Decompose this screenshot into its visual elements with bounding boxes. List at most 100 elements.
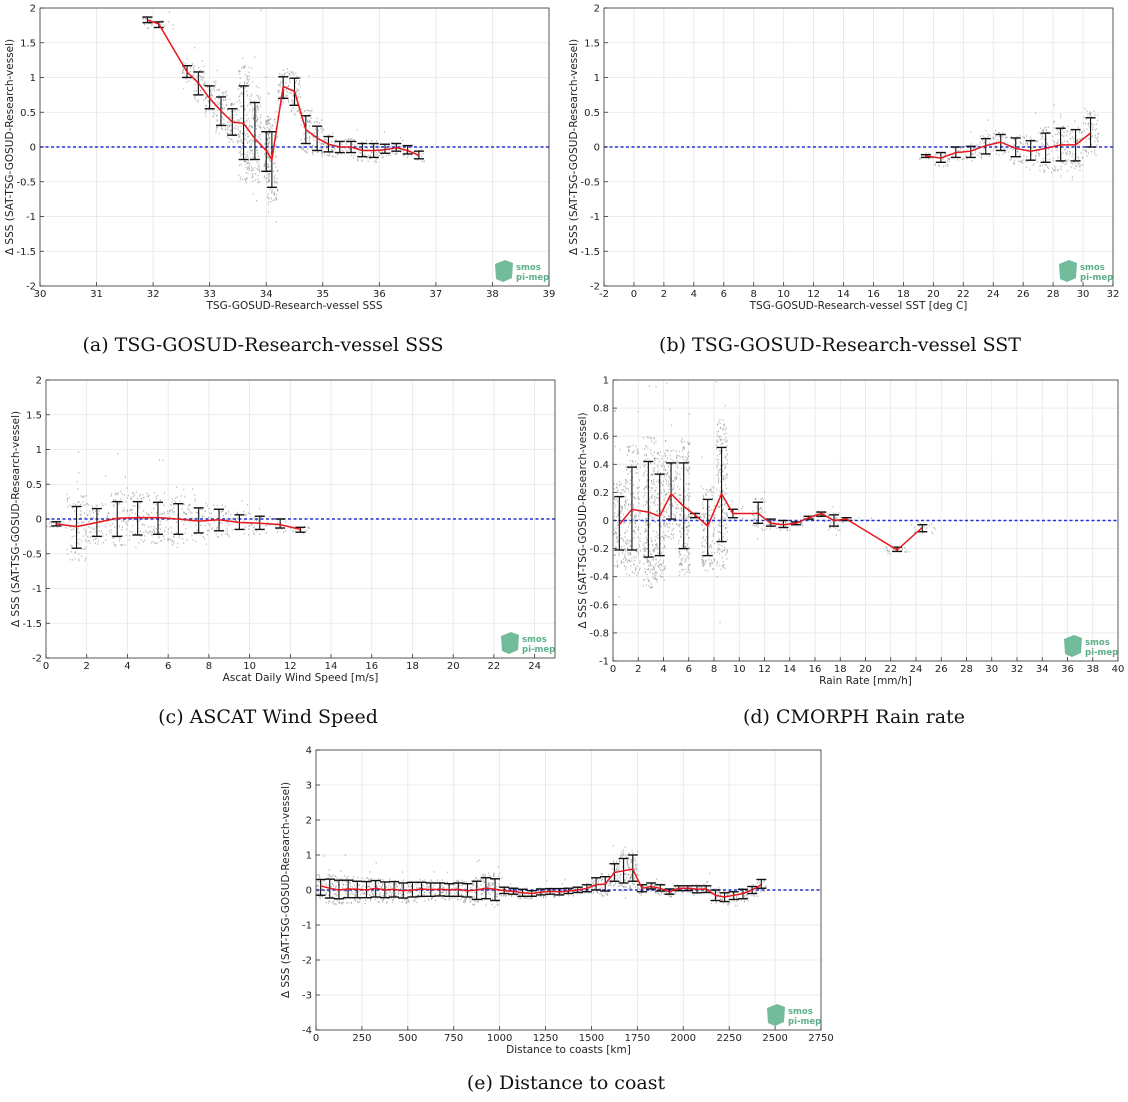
x-tick-label: 0 [313, 1033, 319, 1044]
y-tick-label: -2 [26, 282, 36, 293]
x-tick-label: 6 [721, 289, 727, 300]
x-tick-label: 16 [365, 661, 378, 672]
x-tick-label: 24 [528, 661, 541, 672]
x-axis-label: TSG-GOSUD-Research-vessel SST [deg C] [749, 300, 968, 312]
x-tick-label: 1000 [487, 1033, 512, 1044]
y-tick-label: -0.4 [589, 572, 609, 583]
x-tick-label: 0 [631, 289, 637, 300]
y-tick-label: 4 [306, 746, 312, 757]
x-tick-label: 26 [1017, 289, 1030, 300]
y-tick-label: 1 [36, 445, 42, 456]
y-tick-label: 0 [594, 143, 600, 154]
x-tick-label: 18 [834, 664, 847, 675]
y-tick-label: 1 [603, 376, 609, 387]
x-tick-label: 2 [84, 661, 90, 672]
x-tick-label: 22 [884, 664, 897, 675]
logo-text-line1: smos [522, 635, 547, 645]
scatter-cloud [46, 451, 311, 562]
x-tick-label: 12 [758, 664, 771, 675]
y-tick-label: -0.5 [22, 549, 42, 560]
x-tick-label: 34 [1036, 664, 1049, 675]
y-tick-label: 0.5 [26, 480, 42, 491]
caption-c: (c) ASCAT Wind Speed [158, 706, 378, 728]
x-tick-label: 10 [243, 661, 256, 672]
chart-d: 0 2 4 6 8 10 12 14 16 18 20 22 24 26 28 30 32 34 36 38 40-1-… [577, 376, 1124, 729]
x-tick-label: 30 [1077, 289, 1090, 300]
y-axis-label: Δ SSS (SAT-TSG-GOSUD-Research-vessel) [4, 39, 16, 255]
y-tick-label: -1.5 [16, 247, 36, 258]
y-axis-label: Δ SSS (SAT-TSG-GOSUD-Research-vessel) [10, 411, 22, 627]
x-tick-label: 2500 [762, 1033, 787, 1044]
caption-a: (a) TSG-GOSUD-Research-vessel SSS [82, 334, 443, 356]
x-tick-label: 31 [90, 289, 103, 300]
logo-mark [501, 632, 519, 654]
logo-text-line1: smos [788, 1007, 813, 1017]
logo-text-line2: pi-mep [1080, 273, 1113, 283]
logo-mark [767, 1004, 785, 1026]
y-tick-label: -1 [32, 584, 42, 595]
x-tick-label: 8 [711, 664, 717, 675]
x-tick-label: 16 [809, 664, 822, 675]
logo-text-line2: pi-mep [522, 645, 555, 655]
x-axis-label: Rain Rate [mm/h] [819, 675, 912, 687]
y-tick-label: 2 [594, 4, 600, 15]
x-tick-label: 2 [661, 289, 667, 300]
x-tick-label: 1500 [579, 1033, 604, 1044]
x-tick-label: 0 [610, 664, 616, 675]
y-tick-label: -1 [302, 921, 312, 932]
y-tick-label: 0.5 [584, 108, 600, 119]
x-tick-label: 4 [124, 661, 130, 672]
mean-line [925, 132, 1091, 159]
x-tick-label: 0 [43, 661, 49, 672]
x-tick-label: 10 [733, 664, 746, 675]
x-tick-label: 32 [147, 289, 160, 300]
x-tick-label: 12 [807, 289, 820, 300]
chart-c: 0 2 4 6 8 10 12 14 16 18 20 22 24-2-1.5-1-0.500.511.… [10, 376, 556, 728]
x-tick-label: 34 [260, 289, 273, 300]
caption-b: (b) TSG-GOSUD-Research-vessel SST [659, 334, 1021, 356]
y-tick-label: 1.5 [20, 38, 36, 49]
caption-d: (d) CMORPH Rain rate [743, 706, 965, 728]
x-axis-label: Ascat Daily Wind Speed [m/s] [223, 672, 379, 684]
x-tick-label: 32 [1107, 289, 1120, 300]
y-tick-label: 2 [30, 4, 36, 15]
x-tick-label: 2000 [671, 1033, 696, 1044]
y-tick-label: 0 [603, 516, 609, 527]
x-tick-label: 24 [910, 664, 923, 675]
x-tick-label: 2250 [716, 1033, 741, 1044]
x-tick-label: 14 [837, 289, 850, 300]
y-tick-label: -0.6 [589, 600, 609, 611]
x-tick-label: 28 [960, 664, 973, 675]
y-tick-label: 1 [594, 73, 600, 84]
x-tick-label: 6 [686, 664, 692, 675]
logo-mark [1059, 260, 1077, 282]
x-tick-label: 8 [206, 661, 212, 672]
y-tick-label: 0 [306, 886, 312, 897]
error-bars [920, 117, 1096, 163]
x-tick-label: 500 [398, 1033, 417, 1044]
mean-line [618, 492, 923, 551]
y-tick-label: 0.6 [593, 432, 609, 443]
y-tick-label: -0.8 [589, 628, 609, 639]
x-tick-label: 20 [447, 661, 460, 672]
y-tick-label: -1 [26, 212, 36, 223]
y-tick-label: 2 [306, 816, 312, 827]
x-tick-label: 20 [927, 289, 940, 300]
logo-mark [495, 260, 513, 282]
y-tick-label: -0.2 [589, 544, 609, 555]
y-tick-label: -1.5 [22, 619, 42, 630]
x-tick-label: 14 [783, 664, 796, 675]
x-tick-label: 24 [987, 289, 1000, 300]
y-tick-label: -2 [590, 282, 600, 293]
chart-e: 0 250 500 750 1000 1250 1500 1750 2000 2250 2500 27… [280, 746, 834, 1095]
x-tick-label: 4 [660, 664, 666, 675]
x-tick-label: 22 [957, 289, 970, 300]
y-tick-label: -0.5 [580, 177, 600, 188]
logo-text-line1: smos [1080, 263, 1105, 273]
x-tick-label: 2 [635, 664, 641, 675]
x-tick-label: 18 [897, 289, 910, 300]
y-tick-label: 0.8 [593, 404, 609, 415]
y-tick-label: 1 [306, 851, 312, 862]
